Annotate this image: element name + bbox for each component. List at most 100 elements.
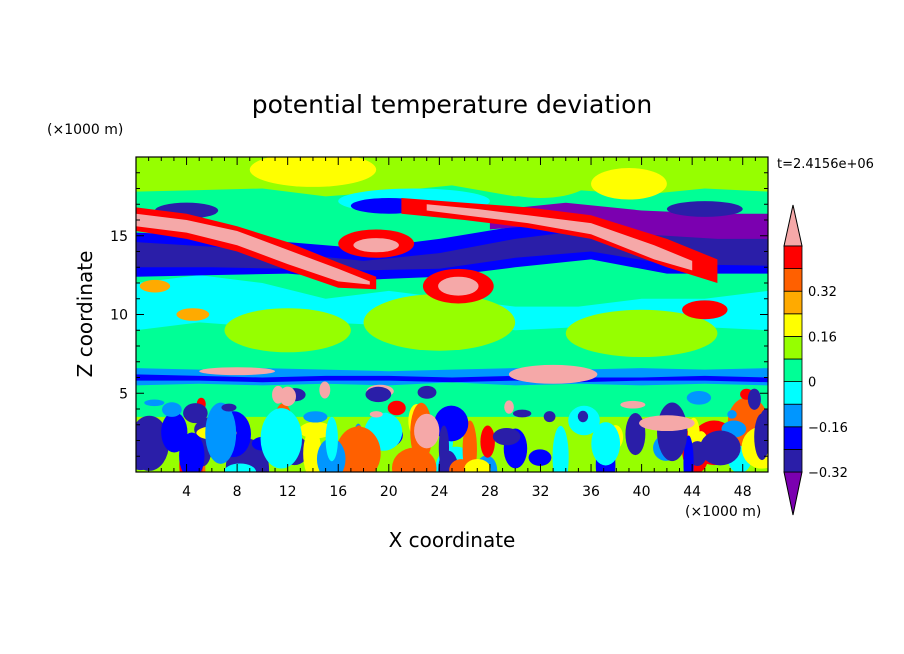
convective-cell bbox=[577, 410, 589, 423]
convective-cell bbox=[365, 386, 392, 403]
colorbar-swatch bbox=[783, 335, 803, 360]
y-tick-label: 5 bbox=[119, 386, 128, 402]
warm-band-pink-left bbox=[136, 213, 370, 285]
convective-cell bbox=[179, 432, 205, 472]
convective-cell bbox=[480, 425, 495, 458]
heatmap-field bbox=[136, 157, 768, 472]
convective-cell bbox=[625, 413, 646, 456]
warm-blob-left bbox=[176, 308, 210, 321]
convective-cell bbox=[620, 400, 646, 409]
y-axis-label: Z coordinate bbox=[73, 251, 97, 378]
colorbar-swatch bbox=[783, 313, 803, 337]
mid-light-green-3 bbox=[565, 309, 718, 358]
chart-title: potential temperature deviation bbox=[252, 90, 652, 119]
x-tick-label: 32 bbox=[532, 484, 550, 500]
x-tick-label: 48 bbox=[734, 484, 752, 500]
x-axis-label: X coordinate bbox=[389, 528, 516, 552]
warm-blob-left-2 bbox=[139, 279, 171, 293]
colorbar-swatch bbox=[783, 426, 803, 450]
convective-cell bbox=[387, 400, 406, 416]
convective-cell bbox=[205, 402, 237, 464]
low-pink-patch bbox=[639, 415, 695, 432]
x-tick-label: 24 bbox=[430, 484, 448, 500]
colorbar-swatch bbox=[783, 245, 803, 270]
x-tick-label: 16 bbox=[329, 484, 347, 500]
low-pink-patch-2 bbox=[414, 413, 440, 449]
colorbar-swatch bbox=[783, 448, 803, 473]
mid-light-green-1 bbox=[224, 308, 351, 353]
colorbar-swatch bbox=[783, 358, 803, 383]
convective-cell bbox=[319, 381, 331, 399]
colorbar-swatch bbox=[783, 381, 803, 405]
thin-pink-1 bbox=[199, 367, 276, 376]
convective-cell bbox=[760, 408, 768, 425]
convective-cell bbox=[699, 430, 741, 466]
convective-layer bbox=[136, 381, 768, 472]
x-tick-label: 20 bbox=[380, 484, 398, 500]
convective-cell bbox=[434, 405, 469, 442]
convective-cell bbox=[223, 463, 257, 472]
convective-cell bbox=[279, 386, 296, 407]
convective-cell bbox=[325, 416, 338, 462]
convective-cell bbox=[377, 412, 395, 443]
convective-cell bbox=[528, 449, 552, 466]
convective-cell bbox=[260, 408, 303, 469]
convective-cell bbox=[512, 409, 532, 418]
convective-cell bbox=[492, 427, 521, 446]
warm-blob-right bbox=[682, 300, 728, 320]
convective-cell bbox=[747, 388, 761, 410]
convective-cell bbox=[183, 403, 208, 424]
colorbar-swatch bbox=[783, 290, 803, 315]
convective-cell bbox=[144, 399, 165, 407]
mid-light-green-2 bbox=[363, 294, 516, 351]
colorbar-swatch bbox=[783, 268, 803, 292]
convective-cell bbox=[464, 458, 491, 472]
convective-cell bbox=[543, 411, 556, 423]
x-axis: 4 8 12 16 20 24 28 32 36 40 44 48 bbox=[148, 157, 756, 500]
y-tick-label: 15 bbox=[110, 229, 128, 245]
y-unit-label: (×1000 m) bbox=[47, 122, 123, 138]
convective-cell bbox=[335, 426, 381, 472]
colorbar-swatch bbox=[783, 403, 803, 428]
convective-cell bbox=[657, 402, 688, 462]
warm-band-red-right bbox=[401, 198, 718, 283]
convective-cell bbox=[462, 420, 477, 472]
colorbar-label: −0.16 bbox=[808, 421, 848, 436]
x-tick-label: 40 bbox=[633, 484, 651, 500]
colorbar-label: 0 bbox=[808, 376, 816, 391]
convective-cell bbox=[369, 411, 383, 418]
warm-blob-mid-core bbox=[353, 238, 399, 253]
time-label: t=2.4156e+06 bbox=[777, 157, 874, 172]
convective-cell bbox=[303, 411, 328, 423]
upper-yellow-patch-2 bbox=[591, 168, 667, 200]
convective-cell bbox=[504, 400, 514, 414]
convective-cell bbox=[161, 412, 188, 453]
convective-cell bbox=[162, 402, 182, 417]
convective-cell bbox=[438, 425, 450, 470]
thin-pink-2 bbox=[508, 364, 598, 384]
upper-cold-blob-3 bbox=[666, 201, 743, 217]
upper-green-patch bbox=[489, 160, 592, 198]
warm-band-pink-right bbox=[426, 204, 693, 271]
convective-cell bbox=[686, 391, 712, 405]
convective-cell bbox=[727, 410, 737, 419]
convective-cell bbox=[303, 428, 322, 472]
colorbar-label: 0.16 bbox=[808, 330, 837, 345]
colorbar-bottom-arrow bbox=[783, 471, 803, 516]
convective-cell bbox=[136, 415, 170, 471]
x-tick-label: 28 bbox=[481, 484, 499, 500]
x-tick-label: 36 bbox=[582, 484, 600, 500]
thin-blue-layer bbox=[136, 374, 768, 383]
convective-cell bbox=[591, 422, 621, 466]
convective-cell bbox=[683, 435, 694, 472]
convective-cell bbox=[391, 447, 437, 472]
y-axis: 5 10 15 bbox=[110, 172, 768, 457]
x-tick-label: 4 bbox=[182, 484, 191, 500]
x-tick-label: 12 bbox=[279, 484, 297, 500]
colorbar: 0.32 0.16 0 −0.16 −0.32 bbox=[783, 204, 848, 516]
colorbar-label: −0.32 bbox=[808, 466, 848, 481]
x-tick-label: 44 bbox=[683, 484, 701, 500]
convective-cell bbox=[417, 385, 437, 399]
colorbar-label: 0.32 bbox=[808, 285, 837, 300]
